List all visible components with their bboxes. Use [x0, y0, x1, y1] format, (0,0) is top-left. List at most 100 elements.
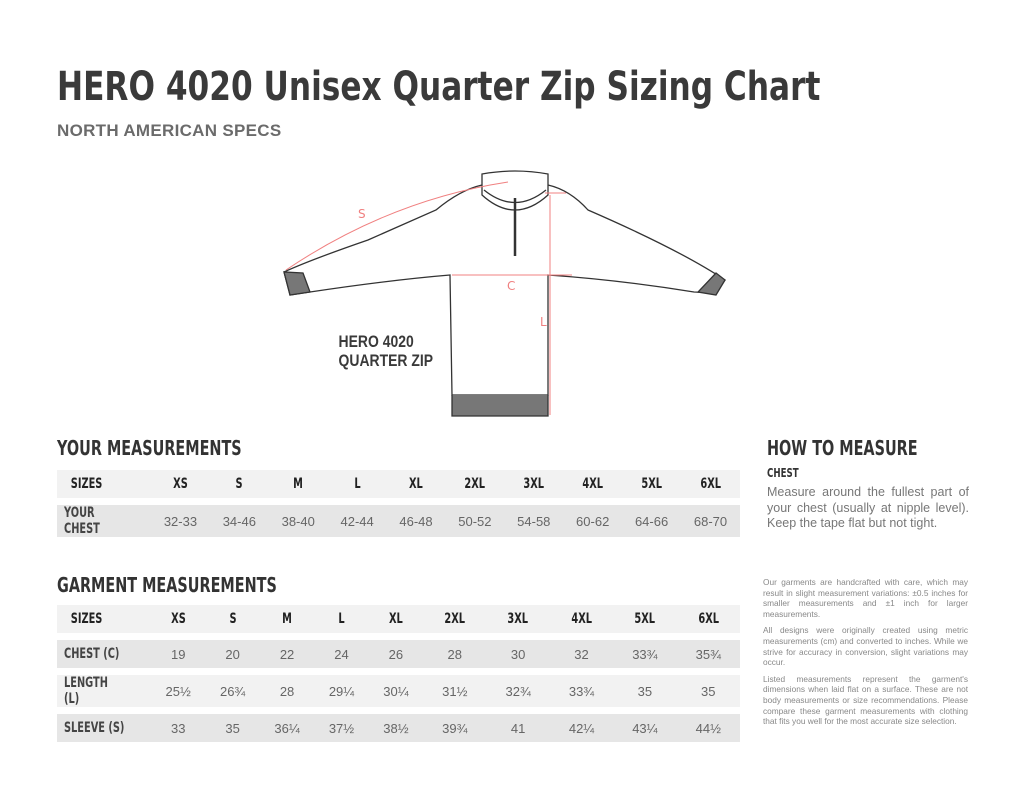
- cell-text: XL: [409, 476, 423, 492]
- waistband: [451, 395, 549, 417]
- collar-outline: [481, 170, 549, 211]
- table-cell: 24: [314, 640, 369, 668]
- cell-text: S: [235, 476, 243, 492]
- garment-label-line1: HERO 4020: [338, 332, 414, 351]
- table-row: SLEEVE (S) 33 35 36¼ 37½ 38½ 39¾ 41 42¼ 43¼ 44½: [57, 714, 740, 742]
- cell-text: 5XL: [634, 611, 656, 627]
- table-cell: 68-70: [681, 505, 740, 537]
- cell-text: 4XL: [582, 476, 603, 492]
- table-cell: 38½: [368, 714, 424, 742]
- column-header-size: 5XL: [622, 470, 682, 498]
- column-header-size: 2XL: [445, 470, 505, 498]
- garment-measurements-title: GARMENT MEASUREMENTS: [57, 573, 277, 597]
- table-cell: 50-52: [445, 505, 505, 537]
- cell-text: 3XL: [507, 611, 529, 627]
- cell-text: SLEEVE (S): [64, 720, 125, 736]
- how-to-measure: HOW TO MEASURE CHEST Measure around the …: [767, 436, 969, 532]
- chest-marker: C: [507, 279, 515, 293]
- column-header-size: XL: [386, 470, 446, 498]
- row-label: YOUR CHEST: [57, 505, 151, 537]
- garment-label-line2: QUARTER ZIP: [338, 351, 434, 370]
- cell-text: S: [229, 611, 237, 627]
- table-cell: 33: [151, 714, 206, 742]
- column-header-size: XS: [151, 470, 210, 498]
- table-cell: 33¾: [549, 675, 614, 707]
- column-header-size: 3XL: [486, 605, 550, 633]
- right-cuff: [696, 272, 726, 296]
- column-header-size: S: [205, 605, 260, 633]
- table-cell: 54-58: [504, 505, 564, 537]
- cell-text: XL: [388, 611, 403, 627]
- your-measurements-title: YOUR MEASUREMENTS: [57, 436, 242, 460]
- note: Our garments are handcrafted with care, …: [763, 577, 968, 619]
- table-cell: 42-44: [327, 505, 387, 537]
- garment-measurements-table: SIZES XS S M L XL 2XL 3XL 4XL 5XL 6XL CHEST (C) 19 2…: [57, 598, 740, 749]
- cell-text: 6XL: [700, 476, 721, 492]
- table-cell: 46-48: [386, 505, 446, 537]
- column-header-sizes: SIZES: [57, 470, 151, 498]
- table-cell: 34-46: [209, 505, 269, 537]
- sleeve-marker: S: [358, 207, 366, 221]
- row-label: LENGTH (L): [57, 675, 151, 707]
- cell-text: 2XL: [464, 476, 486, 492]
- column-header-size: M: [259, 605, 315, 633]
- row-label: CHEST (C): [57, 640, 151, 668]
- table-cell: 60-62: [563, 505, 623, 537]
- quarter-zip-diagram: S C L: [283, 170, 726, 417]
- table-cell: 22: [259, 640, 315, 668]
- left-cuff: [283, 271, 311, 296]
- column-header-size: M: [268, 470, 328, 498]
- column-header-size: 5XL: [613, 605, 677, 633]
- table-cell: 35: [205, 714, 260, 742]
- table-cell: 38-40: [268, 505, 328, 537]
- table-cell: 36¼: [259, 714, 315, 742]
- column-header-size: 2XL: [423, 605, 487, 633]
- cell-text: M: [282, 611, 292, 627]
- table-cell: 26¾: [205, 675, 260, 707]
- table-cell: 32-33: [151, 505, 210, 537]
- cell-text: YOUR CHEST: [64, 505, 100, 537]
- column-header-size: S: [209, 470, 269, 498]
- table-cell: 32¾: [486, 675, 550, 707]
- table-cell: 35: [613, 675, 677, 707]
- table-cell: 26: [368, 640, 424, 668]
- note: All designs were originally created usin…: [763, 625, 968, 668]
- notes: Our garments are handcrafted with care, …: [763, 577, 968, 733]
- column-header-size: 6XL: [676, 605, 740, 633]
- table-cell: 35: [676, 675, 740, 707]
- table-row: YOUR CHEST 32-33 34-46 38-40 42-44 46-48 50-52…: [57, 505, 740, 537]
- table-cell: 25½: [151, 675, 206, 707]
- table-row: LENGTH (L) 25½ 26¾ 28 29¼ 30¼ 31½ 32¾ 33¾ 35 35: [57, 675, 740, 707]
- column-header-size: L: [327, 470, 387, 498]
- table-cell: 42¼: [549, 714, 614, 742]
- column-header-size: XL: [368, 605, 424, 633]
- length-marker: L: [540, 315, 547, 329]
- table-header-row: SIZES XS S M L XL 2XL 3XL 4XL 5XL 6XL: [57, 605, 740, 633]
- table-cell: 28: [259, 675, 315, 707]
- table-cell: 29¼: [314, 675, 369, 707]
- cell-text: 6XL: [697, 611, 719, 627]
- cell-text: SIZES: [70, 611, 103, 627]
- column-header-sizes: SIZES: [57, 605, 151, 633]
- table-cell: 64-66: [622, 505, 682, 537]
- column-header-size: L: [314, 605, 369, 633]
- cell-text: 2XL: [444, 611, 466, 627]
- table-cell: 31½: [423, 675, 487, 707]
- cell-text: SIZES: [70, 476, 103, 492]
- how-to-measure-title: HOW TO MEASURE: [767, 436, 918, 460]
- row-label: SLEEVE (S): [57, 714, 151, 742]
- table-cell: 35¾: [676, 640, 740, 668]
- cell-text: L: [338, 611, 345, 627]
- cell-text: M: [293, 476, 304, 492]
- cell-text: 3XL: [523, 476, 545, 492]
- table-cell: 19: [151, 640, 206, 668]
- table-cell: 41: [486, 714, 550, 742]
- table-cell: 30¼: [368, 675, 424, 707]
- cell-text: CHEST (C): [64, 646, 120, 662]
- cell-text: 4XL: [571, 611, 592, 627]
- sleeve-measure-line: [285, 181, 509, 271]
- chest-instructions: Measure around the fullest part of your …: [767, 485, 969, 530]
- cell-text: LENGTH (L): [64, 675, 108, 707]
- column-header-size: 4XL: [563, 470, 623, 498]
- page-title: HERO 4020 Unisex Quarter Zip Sizing Char…: [57, 64, 821, 110]
